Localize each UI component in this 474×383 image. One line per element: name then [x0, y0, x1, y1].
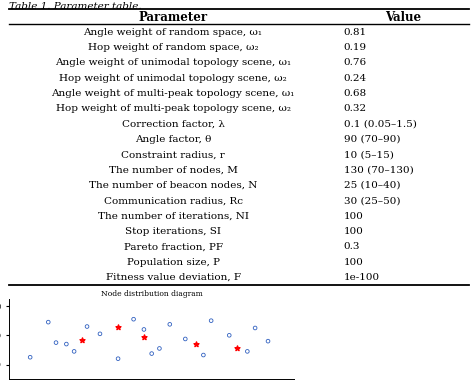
Text: 30 (25–50): 30 (25–50)	[344, 196, 400, 205]
Point	[27, 354, 34, 360]
Point	[140, 334, 148, 340]
Text: 25 (10–40): 25 (10–40)	[344, 181, 400, 190]
Point	[70, 348, 78, 354]
Text: 0.32: 0.32	[344, 104, 367, 113]
Text: 1e-100: 1e-100	[344, 273, 380, 282]
Point	[140, 326, 148, 332]
Point	[114, 324, 122, 330]
Text: 0.76: 0.76	[344, 58, 367, 67]
Text: Population size, P: Population size, P	[127, 258, 219, 267]
Text: 90 (70–90): 90 (70–90)	[344, 135, 400, 144]
Text: 0.1 (0.05–1.5): 0.1 (0.05–1.5)	[344, 119, 417, 129]
Title: Node distribution diagram: Node distribution diagram	[101, 290, 202, 298]
Point	[192, 341, 200, 347]
Text: Communication radius, Rc: Communication radius, Rc	[103, 196, 243, 205]
Point	[200, 352, 207, 358]
Point	[114, 356, 122, 362]
Point	[83, 324, 91, 330]
Text: Stop iterations, SI: Stop iterations, SI	[125, 227, 221, 236]
Point	[78, 337, 86, 343]
Text: 100: 100	[344, 227, 364, 236]
Point	[155, 345, 163, 352]
Point	[226, 332, 233, 338]
Text: Pareto fraction, PF: Pareto fraction, PF	[124, 242, 222, 251]
Point	[96, 331, 104, 337]
Text: 100: 100	[344, 258, 364, 267]
Text: Angle weight of unimodal topology scene, ω₁: Angle weight of unimodal topology scene,…	[55, 58, 291, 67]
Text: Hop weight of unimodal topology scene, ω₂: Hop weight of unimodal topology scene, ω…	[59, 74, 287, 83]
Text: Value: Value	[385, 11, 421, 24]
Point	[148, 350, 155, 357]
Text: Constraint radius, r: Constraint radius, r	[121, 150, 225, 159]
Point	[233, 345, 241, 351]
Point	[63, 341, 70, 347]
Text: 100: 100	[344, 212, 364, 221]
Text: Fitness value deviation, F: Fitness value deviation, F	[106, 273, 240, 282]
Text: Angle factor, θ: Angle factor, θ	[135, 135, 211, 144]
Point	[45, 319, 52, 325]
Point	[207, 318, 215, 324]
Point	[130, 316, 137, 322]
Point	[251, 325, 259, 331]
Point	[166, 321, 173, 327]
Text: 0.81: 0.81	[344, 28, 367, 36]
Point	[52, 340, 60, 346]
Text: 0.19: 0.19	[344, 43, 367, 52]
Text: Correction factor, λ: Correction factor, λ	[121, 119, 225, 129]
Point	[264, 338, 272, 344]
Text: 0.3: 0.3	[344, 242, 360, 251]
Text: 10 (5–15): 10 (5–15)	[344, 150, 393, 159]
Text: 0.68: 0.68	[344, 89, 367, 98]
Text: The number of iterations, NI: The number of iterations, NI	[98, 212, 248, 221]
Point	[182, 336, 189, 342]
Text: Table 1. Parameter table.: Table 1. Parameter table.	[9, 2, 142, 11]
Text: The number of nodes, M: The number of nodes, M	[109, 166, 237, 175]
Text: The number of beacon nodes, N: The number of beacon nodes, N	[89, 181, 257, 190]
Text: Angle weight of random space, ω₁: Angle weight of random space, ω₁	[83, 28, 263, 36]
Text: Hop weight of random space, ω₂: Hop weight of random space, ω₂	[88, 43, 258, 52]
Text: Angle weight of multi-peak topology scene, ω₁: Angle weight of multi-peak topology scen…	[51, 89, 295, 98]
Text: Hop weight of multi-peak topology scene, ω₂: Hop weight of multi-peak topology scene,…	[55, 104, 291, 113]
Point	[244, 348, 251, 354]
Text: 0.24: 0.24	[344, 74, 367, 83]
Text: Parameter: Parameter	[138, 11, 208, 24]
Text: 130 (70–130): 130 (70–130)	[344, 166, 413, 175]
